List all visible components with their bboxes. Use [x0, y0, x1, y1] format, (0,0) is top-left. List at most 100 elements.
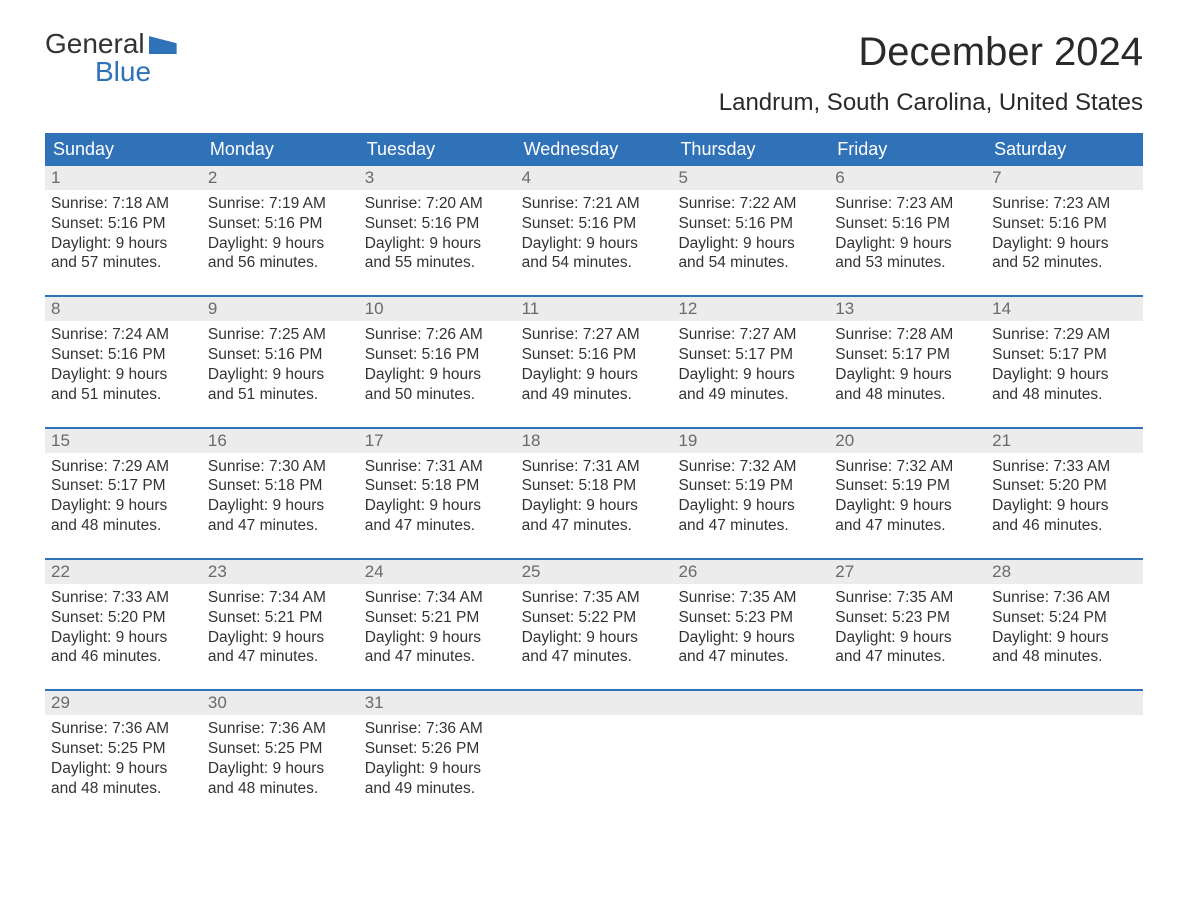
daylight-line-1: Daylight: 9 hours: [992, 234, 1137, 254]
day-cell: 2Sunrise: 7:19 AMSunset: 5:16 PMDaylight…: [202, 166, 359, 281]
daylight-line-1: Daylight: 9 hours: [51, 234, 196, 254]
daylight-line-1: Daylight: 9 hours: [678, 628, 823, 648]
daylight-line-2: and 48 minutes.: [51, 779, 196, 799]
sunset-line: Sunset: 5:16 PM: [992, 214, 1137, 234]
day-number: 11: [516, 297, 673, 321]
sunrise-line: Sunrise: 7:36 AM: [51, 719, 196, 739]
day-number: 7: [986, 166, 1143, 190]
day-cell: 14Sunrise: 7:29 AMSunset: 5:17 PMDayligh…: [986, 297, 1143, 412]
daylight-line-2: and 47 minutes.: [835, 516, 980, 536]
daylight-line-2: and 53 minutes.: [835, 253, 980, 273]
daylight-line-2: and 52 minutes.: [992, 253, 1137, 273]
daylight-line-2: and 51 minutes.: [208, 385, 353, 405]
daylight-line-2: and 48 minutes.: [835, 385, 980, 405]
sunrise-line: Sunrise: 7:21 AM: [522, 194, 667, 214]
month-title: December 2024: [719, 30, 1143, 75]
day-number: 28: [986, 560, 1143, 584]
sunset-line: Sunset: 5:17 PM: [51, 476, 196, 496]
day-cell: 20Sunrise: 7:32 AMSunset: 5:19 PMDayligh…: [829, 429, 986, 544]
sunset-line: Sunset: 5:21 PM: [365, 608, 510, 628]
daylight-line-2: and 47 minutes.: [208, 647, 353, 667]
daylight-line-1: Daylight: 9 hours: [208, 628, 353, 648]
day-cell: 24Sunrise: 7:34 AMSunset: 5:21 PMDayligh…: [359, 560, 516, 675]
day-body: Sunrise: 7:34 AMSunset: 5:21 PMDaylight:…: [359, 584, 516, 667]
location: Landrum, South Carolina, United States: [719, 89, 1143, 117]
day-number: 23: [202, 560, 359, 584]
day-cell: 6Sunrise: 7:23 AMSunset: 5:16 PMDaylight…: [829, 166, 986, 281]
daylight-line-1: Daylight: 9 hours: [992, 365, 1137, 385]
day-body: Sunrise: 7:23 AMSunset: 5:16 PMDaylight:…: [986, 190, 1143, 273]
sunrise-line: Sunrise: 7:30 AM: [208, 457, 353, 477]
weekday-header-row: SundayMondayTuesdayWednesdayThursdayFrid…: [45, 133, 1143, 166]
daylight-line-2: and 47 minutes.: [678, 516, 823, 536]
title-block: December 2024 Landrum, South Carolina, U…: [719, 30, 1143, 117]
sunrise-line: Sunrise: 7:25 AM: [208, 325, 353, 345]
sunrise-line: Sunrise: 7:29 AM: [51, 457, 196, 477]
daylight-line-2: and 50 minutes.: [365, 385, 510, 405]
sunrise-line: Sunrise: 7:35 AM: [522, 588, 667, 608]
day-body: Sunrise: 7:27 AMSunset: 5:16 PMDaylight:…: [516, 321, 673, 404]
day-body: Sunrise: 7:26 AMSunset: 5:16 PMDaylight:…: [359, 321, 516, 404]
sunrise-line: Sunrise: 7:34 AM: [365, 588, 510, 608]
day-cell: 26Sunrise: 7:35 AMSunset: 5:23 PMDayligh…: [672, 560, 829, 675]
day-cell: [829, 691, 986, 806]
day-cell: 28Sunrise: 7:36 AMSunset: 5:24 PMDayligh…: [986, 560, 1143, 675]
day-number: 13: [829, 297, 986, 321]
sunset-line: Sunset: 5:16 PM: [522, 345, 667, 365]
sunset-line: Sunset: 5:23 PM: [678, 608, 823, 628]
day-body: Sunrise: 7:33 AMSunset: 5:20 PMDaylight:…: [986, 453, 1143, 536]
daylight-line-2: and 49 minutes.: [678, 385, 823, 405]
calendar: SundayMondayTuesdayWednesdayThursdayFrid…: [45, 133, 1143, 807]
sunset-line: Sunset: 5:17 PM: [835, 345, 980, 365]
sunrise-line: Sunrise: 7:35 AM: [678, 588, 823, 608]
daylight-line-2: and 54 minutes.: [522, 253, 667, 273]
logo-flag-icon: [149, 36, 177, 54]
weekday-cell: Wednesday: [516, 133, 673, 166]
day-body: Sunrise: 7:23 AMSunset: 5:16 PMDaylight:…: [829, 190, 986, 273]
week-row: 22Sunrise: 7:33 AMSunset: 5:20 PMDayligh…: [45, 558, 1143, 675]
sunset-line: Sunset: 5:24 PM: [992, 608, 1137, 628]
week-row: 29Sunrise: 7:36 AMSunset: 5:25 PMDayligh…: [45, 689, 1143, 806]
daylight-line-1: Daylight: 9 hours: [365, 496, 510, 516]
day-number: 29: [45, 691, 202, 715]
day-number: 26: [672, 560, 829, 584]
sunrise-line: Sunrise: 7:24 AM: [51, 325, 196, 345]
day-cell: 22Sunrise: 7:33 AMSunset: 5:20 PMDayligh…: [45, 560, 202, 675]
daylight-line-2: and 47 minutes.: [365, 647, 510, 667]
day-body: Sunrise: 7:20 AMSunset: 5:16 PMDaylight:…: [359, 190, 516, 273]
header: General Blue December 2024 Landrum, Sout…: [45, 30, 1143, 117]
daylight-line-1: Daylight: 9 hours: [522, 628, 667, 648]
day-number-empty: [516, 691, 673, 715]
daylight-line-1: Daylight: 9 hours: [208, 234, 353, 254]
sunset-line: Sunset: 5:18 PM: [365, 476, 510, 496]
sunset-line: Sunset: 5:18 PM: [208, 476, 353, 496]
day-cell: 16Sunrise: 7:30 AMSunset: 5:18 PMDayligh…: [202, 429, 359, 544]
day-cell: 3Sunrise: 7:20 AMSunset: 5:16 PMDaylight…: [359, 166, 516, 281]
day-body: Sunrise: 7:34 AMSunset: 5:21 PMDaylight:…: [202, 584, 359, 667]
sunrise-line: Sunrise: 7:27 AM: [678, 325, 823, 345]
sunset-line: Sunset: 5:20 PM: [51, 608, 196, 628]
day-number: 22: [45, 560, 202, 584]
day-cell: 29Sunrise: 7:36 AMSunset: 5:25 PMDayligh…: [45, 691, 202, 806]
day-body: Sunrise: 7:35 AMSunset: 5:23 PMDaylight:…: [829, 584, 986, 667]
day-cell: [672, 691, 829, 806]
weekday-cell: Friday: [829, 133, 986, 166]
sunset-line: Sunset: 5:17 PM: [678, 345, 823, 365]
daylight-line-1: Daylight: 9 hours: [992, 628, 1137, 648]
logo-top: General: [45, 30, 177, 58]
sunrise-line: Sunrise: 7:36 AM: [208, 719, 353, 739]
day-body: Sunrise: 7:31 AMSunset: 5:18 PMDaylight:…: [516, 453, 673, 536]
daylight-line-2: and 48 minutes.: [208, 779, 353, 799]
day-cell: 7Sunrise: 7:23 AMSunset: 5:16 PMDaylight…: [986, 166, 1143, 281]
week-row: 1Sunrise: 7:18 AMSunset: 5:16 PMDaylight…: [45, 166, 1143, 281]
day-number: 15: [45, 429, 202, 453]
daylight-line-1: Daylight: 9 hours: [208, 759, 353, 779]
day-body: Sunrise: 7:24 AMSunset: 5:16 PMDaylight:…: [45, 321, 202, 404]
day-body: Sunrise: 7:35 AMSunset: 5:23 PMDaylight:…: [672, 584, 829, 667]
sunset-line: Sunset: 5:25 PM: [208, 739, 353, 759]
day-number-empty: [672, 691, 829, 715]
day-number: 19: [672, 429, 829, 453]
sunset-line: Sunset: 5:16 PM: [365, 214, 510, 234]
day-number: 31: [359, 691, 516, 715]
sunset-line: Sunset: 5:22 PM: [522, 608, 667, 628]
